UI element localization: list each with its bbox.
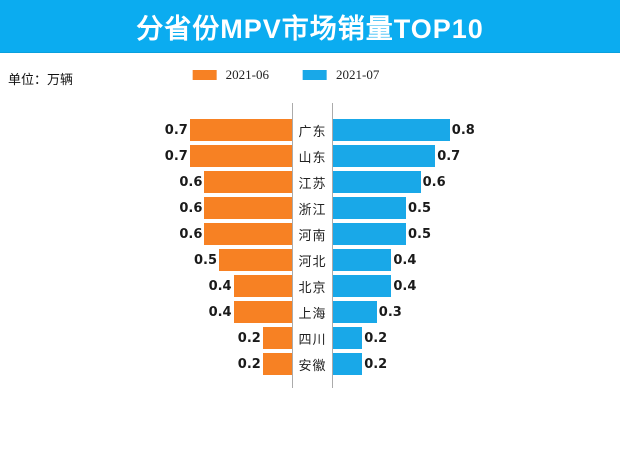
value-label-2021-06: 0.2 <box>237 330 261 346</box>
value-label-2021-06: 0.6 <box>179 200 203 216</box>
legend-label: 2021-07 <box>336 67 380 82</box>
info-row: 单位：万辆 2021-06 2021-07 <box>0 53 620 93</box>
category-row: 河南 <box>293 221 332 247</box>
legend-item-2021-06: 2021-06 <box>192 67 269 83</box>
legend-item-2021-07: 2021-07 <box>303 67 379 83</box>
category-label: 四川 <box>298 331 327 347</box>
bar-row-2021-06: 0.6 <box>0 195 292 221</box>
value-label-2021-07: 0.4 <box>393 278 417 294</box>
bar-row-2021-06: 0.4 <box>0 299 292 325</box>
value-label-2021-07: 0.4 <box>393 252 417 268</box>
category-row: 四川 <box>293 325 332 351</box>
bar-row-2021-07: 0.3 <box>333 299 620 325</box>
value-label-2021-06: 0.2 <box>237 356 261 372</box>
value-label-2021-06: 0.7 <box>164 122 188 138</box>
bar-row-2021-06: 0.7 <box>0 143 292 169</box>
bar-row-2021-07: 0.4 <box>333 247 620 273</box>
category-row: 山东 <box>293 143 332 169</box>
category-row: 江苏 <box>293 169 332 195</box>
legend-swatch-2021-07 <box>303 70 327 80</box>
value-label-2021-07: 0.3 <box>378 304 402 320</box>
bar-2021-07 <box>333 327 363 349</box>
bar-row-2021-06: 0.7 <box>0 117 292 143</box>
legend-swatch-2021-06 <box>192 70 217 80</box>
category-label: 上海 <box>298 305 327 321</box>
value-label-2021-07: 0.5 <box>408 226 432 242</box>
value-label-2021-06: 0.5 <box>193 252 217 268</box>
category-row: 安徽 <box>293 351 332 377</box>
bar-row-2021-07: 0.2 <box>333 325 620 351</box>
bar-2021-06 <box>262 327 292 349</box>
bar-2021-07 <box>333 275 392 297</box>
category-row: 北京 <box>293 273 332 299</box>
bar-row-2021-06: 0.2 <box>0 351 292 377</box>
value-label-2021-06: 0.6 <box>179 174 203 190</box>
bar-row-2021-06: 0.4 <box>0 273 292 299</box>
category-row: 浙江 <box>293 195 332 221</box>
bar-2021-07 <box>333 145 436 167</box>
category-label: 广东 <box>298 123 327 139</box>
bar-2021-06 <box>219 249 292 271</box>
bar-2021-07 <box>333 353 363 375</box>
category-axis: 广东山东江苏浙江河南河北北京上海四川安徽 <box>292 103 333 388</box>
category-label: 河南 <box>298 227 327 243</box>
tornado-chart: 0.7 0.7 0.6 0.6 0.6 0.5 0.4 0.4 0.2 0.2 广东山东江苏浙江河… <box>0 103 620 388</box>
value-label-2021-07: 0.8 <box>451 122 475 138</box>
bar-2021-06 <box>189 119 292 141</box>
header-banner: 分省份MPV市场销量TOP10 <box>0 0 620 53</box>
value-label-2021-07: 0.5 <box>408 200 432 216</box>
bar-2021-07 <box>333 171 421 193</box>
category-row: 河北 <box>293 247 332 273</box>
page-title: 分省份MPV市场销量TOP10 <box>136 13 484 44</box>
bar-row-2021-07: 0.5 <box>333 221 620 247</box>
bar-2021-06 <box>262 353 292 375</box>
bar-2021-06 <box>204 171 292 193</box>
value-label-2021-06: 0.4 <box>208 278 232 294</box>
category-label: 北京 <box>298 279 327 295</box>
bar-2021-06 <box>189 145 292 167</box>
bar-row-2021-07: 0.8 <box>333 117 620 143</box>
series-pane-2021-07: 0.8 0.7 0.6 0.5 0.5 0.4 0.4 0.3 0.2 0.2 <box>333 103 620 388</box>
category-label: 河北 <box>298 253 327 269</box>
value-label-2021-06: 0.7 <box>164 148 188 164</box>
bar-row-2021-06: 0.5 <box>0 247 292 273</box>
bar-row-2021-06: 0.6 <box>0 221 292 247</box>
category-row: 广东 <box>293 117 332 143</box>
bar-row-2021-07: 0.2 <box>333 351 620 377</box>
bar-2021-06 <box>204 197 292 219</box>
value-label-2021-07: 0.6 <box>422 174 446 190</box>
bar-row-2021-07: 0.7 <box>333 143 620 169</box>
bar-row-2021-06: 0.2 <box>0 325 292 351</box>
category-label: 山东 <box>298 149 327 165</box>
unit-label: 单位：万辆 <box>8 72 74 87</box>
bar-2021-07 <box>333 301 377 323</box>
series-pane-2021-06: 0.7 0.7 0.6 0.6 0.6 0.5 0.4 0.4 0.2 0.2 <box>0 103 292 388</box>
category-label: 安徽 <box>298 357 327 373</box>
bar-2021-07 <box>333 197 406 219</box>
legend-label: 2021-06 <box>225 67 269 82</box>
category-row: 上海 <box>293 299 332 325</box>
bar-row-2021-07: 0.5 <box>333 195 620 221</box>
category-label: 江苏 <box>298 175 327 191</box>
value-label-2021-07: 0.2 <box>364 356 388 372</box>
bar-2021-07 <box>333 223 406 245</box>
bar-row-2021-07: 0.4 <box>333 273 620 299</box>
chart-legend: 2021-06 2021-07 <box>192 67 379 83</box>
bar-2021-07 <box>333 249 392 271</box>
value-label-2021-07: 0.7 <box>437 148 461 164</box>
value-label-2021-06: 0.6 <box>179 226 203 242</box>
bar-2021-06 <box>233 275 292 297</box>
bar-2021-06 <box>204 223 292 245</box>
bar-2021-07 <box>333 119 450 141</box>
value-label-2021-07: 0.2 <box>364 330 388 346</box>
bar-row-2021-07: 0.6 <box>333 169 620 195</box>
value-label-2021-06: 0.4 <box>208 304 232 320</box>
bar-row-2021-06: 0.6 <box>0 169 292 195</box>
bar-2021-06 <box>233 301 292 323</box>
category-label: 浙江 <box>298 201 327 217</box>
